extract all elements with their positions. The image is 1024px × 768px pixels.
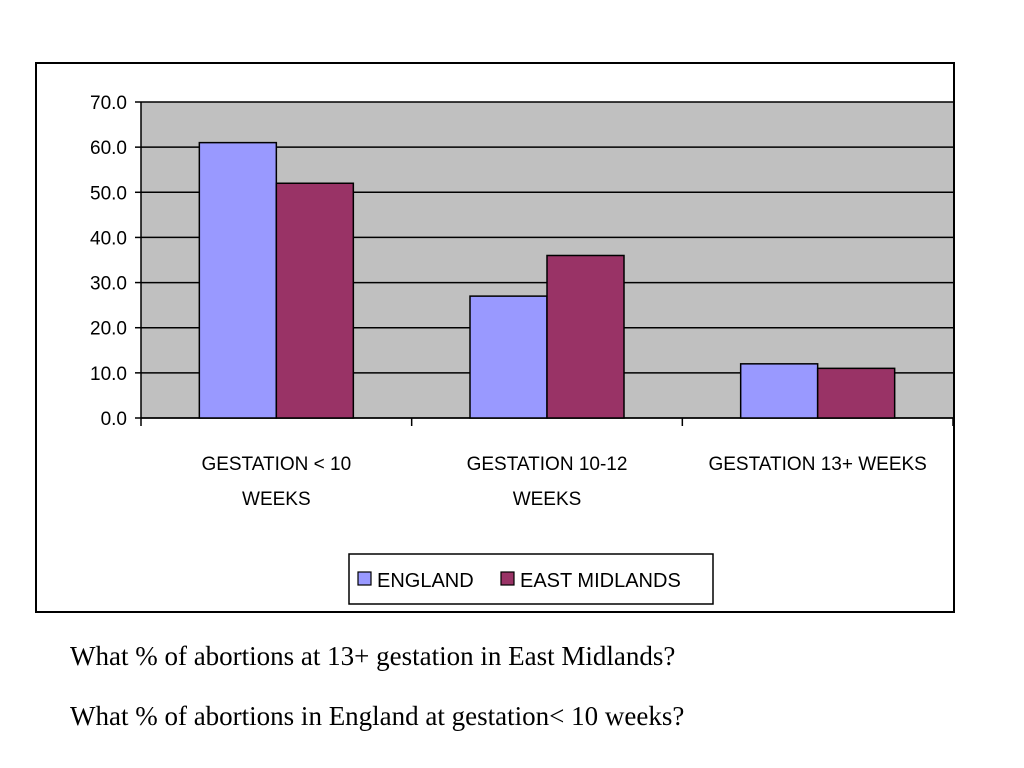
bar-east-midlands	[275, 182, 355, 419]
bar-england	[469, 295, 548, 419]
legend-swatch	[357, 571, 372, 586]
y-tick-label: 60.0	[90, 138, 127, 159]
y-tick-label: 50.0	[90, 183, 127, 204]
bar-east-midlands	[816, 367, 896, 419]
question-2: What % of abortions in England at gestat…	[70, 701, 685, 731]
legend	[348, 553, 714, 605]
legend-label: ENGLAND	[377, 570, 474, 592]
y-tick-label: 70.0	[90, 93, 127, 114]
bar-england	[198, 141, 278, 419]
bar-chart: 0.0 10.0 20.0 30.0 40.0 50.0 60.0 70.0 GESTATION…	[90, 93, 953, 605]
x-category-label: GESTATION 10-12 WEEKS	[467, 454, 628, 510]
question-1: What % of abortions at 13+ gestation in …	[70, 641, 676, 671]
y-tick-label: 40.0	[90, 228, 127, 249]
x-category-label: GESTATION < 10 WEEKS	[201, 454, 351, 510]
y-tick-label: 20.0	[90, 319, 127, 340]
y-tick-label: 30.0	[90, 274, 127, 295]
x-category-label: GESTATION 13+ WEEKS	[708, 454, 926, 475]
y-tick-label: 0.0	[101, 409, 127, 430]
chart-frame: 0.0 10.0 20.0 30.0 40.0 50.0 60.0 70.0 GESTATION…	[35, 62, 955, 613]
bar-east-midlands	[546, 254, 625, 419]
legend-swatch	[500, 571, 515, 586]
bar-england	[739, 363, 819, 419]
y-tick-label: 10.0	[90, 364, 127, 385]
legend-label: EAST MIDLANDS	[520, 570, 681, 592]
